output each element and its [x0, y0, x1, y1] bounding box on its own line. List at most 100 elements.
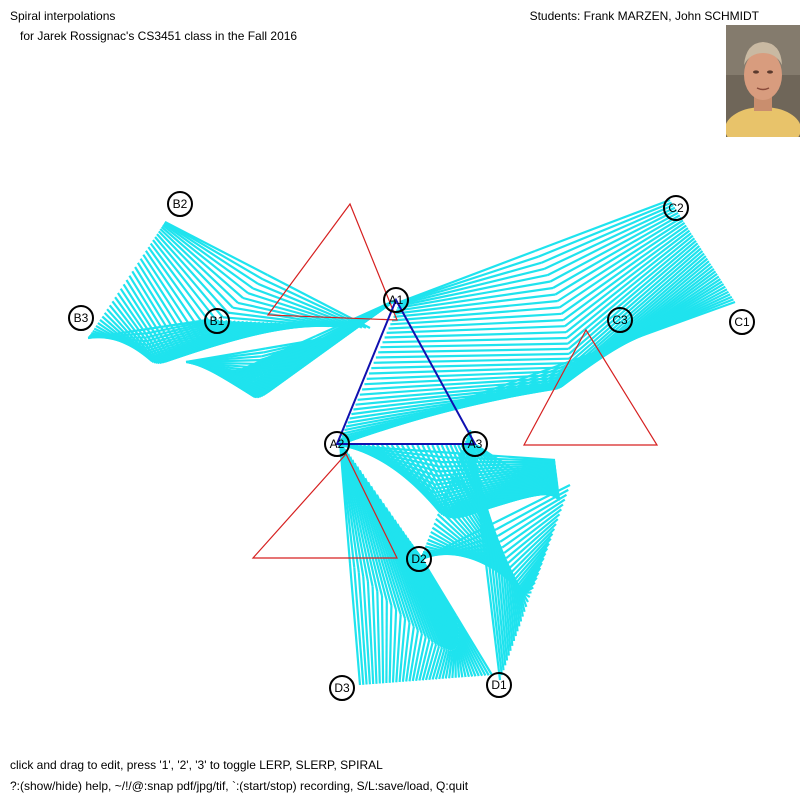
spiral-segment — [514, 537, 552, 580]
spiral-segment — [386, 325, 565, 334]
control-point-circle[interactable] — [383, 287, 409, 313]
spiral-segment — [487, 556, 503, 676]
spiral-segment — [156, 233, 229, 314]
spiral-segment — [517, 586, 524, 617]
spiral-segment — [345, 451, 384, 597]
spiral-segment — [158, 230, 234, 309]
students-credit: Students: Frank MARZEN, John SCHMIDT — [529, 9, 759, 23]
control-point-a2[interactable]: A2 — [324, 431, 350, 457]
control-point-d2[interactable]: D2 — [406, 546, 432, 572]
spiral-segment — [456, 642, 467, 678]
spiral-segment — [159, 228, 239, 304]
spiral-segment — [232, 306, 342, 328]
spiral-segment — [163, 223, 254, 290]
spiral-segment — [424, 644, 438, 681]
spiral-segment — [385, 444, 442, 514]
spiral-segment — [517, 547, 549, 586]
spiral-segment — [411, 444, 453, 519]
spiral-segment — [152, 239, 219, 323]
spiral-segment — [150, 320, 249, 361]
spiral-segment — [502, 569, 512, 651]
control-point-circle[interactable] — [68, 305, 94, 331]
spiral-segment — [549, 211, 679, 283]
control-point-circle[interactable] — [324, 431, 350, 457]
spiral-segment — [146, 319, 224, 346]
spiral-segment — [146, 319, 216, 339]
spiral-interpolation-layer — [87, 198, 736, 686]
spiral-segment — [361, 473, 415, 628]
control-points-layer[interactable]: B2 B3 B1 A1 A2 A3 C2 C3 C1 D3 D1 D2 — [68, 191, 755, 701]
control-point-b2[interactable]: B2 — [167, 191, 193, 217]
control-point-circle[interactable] — [663, 195, 689, 221]
spiral-segment — [343, 448, 379, 592]
spiral-segment — [160, 226, 244, 299]
spiral-segment — [455, 646, 461, 678]
spiral-segment — [164, 221, 269, 276]
spiral-segment — [396, 286, 554, 312]
control-point-c3[interactable]: C3 — [607, 307, 633, 333]
spiral-segment — [399, 255, 539, 304]
control-point-circle[interactable] — [486, 672, 512, 698]
control-point-a1[interactable]: A1 — [383, 287, 409, 313]
control-point-circle[interactable] — [167, 191, 193, 217]
spiral-segment — [351, 459, 398, 611]
control-point-circle[interactable] — [204, 308, 230, 334]
spiral-segment — [564, 229, 691, 328]
spiral-segment — [157, 321, 265, 365]
control-point-circle[interactable] — [462, 431, 488, 457]
app-title: Spiral interpolations — [10, 9, 116, 23]
red-triangle — [522, 328, 659, 446]
control-point-d3[interactable]: D3 — [329, 675, 355, 701]
spiral-segment — [457, 627, 484, 677]
spiral-segment — [341, 444, 369, 582]
control-point-circle[interactable] — [406, 546, 432, 572]
spiral-segment — [147, 318, 208, 331]
spiral-segment — [163, 221, 259, 285]
spiral-segment — [376, 591, 381, 684]
spiral-segment — [390, 515, 448, 651]
spiral-segment — [511, 528, 556, 573]
spiral-segment — [503, 508, 562, 554]
spiral-segment — [469, 444, 504, 492]
control-point-circle[interactable] — [729, 309, 755, 335]
spiral-segment — [515, 584, 523, 622]
control-point-circle[interactable] — [329, 675, 355, 701]
control-point-label: D2 — [411, 552, 427, 566]
control-point-label: B2 — [173, 197, 188, 211]
control-point-c2[interactable]: C2 — [663, 195, 689, 221]
app-subtitle: for Jarek Rossignac's CS3451 class in th… — [20, 29, 298, 43]
spiral-segment — [162, 224, 249, 295]
control-point-label: A2 — [330, 437, 345, 451]
spiral-segment — [378, 347, 569, 354]
spiral-segment — [507, 518, 559, 564]
control-point-a3[interactable]: A3 — [462, 431, 488, 457]
control-point-b1[interactable]: B1 — [204, 308, 230, 334]
spiral-segment — [512, 533, 554, 577]
control-point-b3[interactable]: B3 — [68, 305, 94, 331]
spiral-segment — [128, 275, 180, 356]
spiral-segment — [368, 366, 569, 375]
red-triangles-layer — [251, 202, 659, 559]
spiral-segment — [457, 634, 477, 677]
spiral-segment — [472, 444, 510, 485]
spiral-segment — [147, 320, 236, 355]
spiral-segment — [554, 216, 682, 296]
spiral-segment — [400, 444, 448, 518]
control-point-c1[interactable]: C1 — [729, 309, 755, 335]
spiral-segment — [562, 227, 689, 321]
spiral-segment — [146, 320, 232, 353]
spiral-segment — [372, 490, 431, 641]
spiral-segment — [154, 236, 224, 319]
control-point-circle[interactable] — [607, 307, 633, 333]
spiral-segment — [496, 488, 569, 531]
spiral-segment — [456, 623, 487, 677]
control-point-d1[interactable]: D1 — [486, 672, 512, 698]
spiral-segment — [567, 252, 705, 372]
red-triangle — [266, 202, 398, 321]
spiral-segment — [552, 214, 681, 289]
spiral-segment — [537, 201, 673, 258]
spiral-segment — [565, 232, 692, 334]
control-point-label: B1 — [210, 314, 225, 328]
control-point-label: C3 — [612, 313, 628, 327]
